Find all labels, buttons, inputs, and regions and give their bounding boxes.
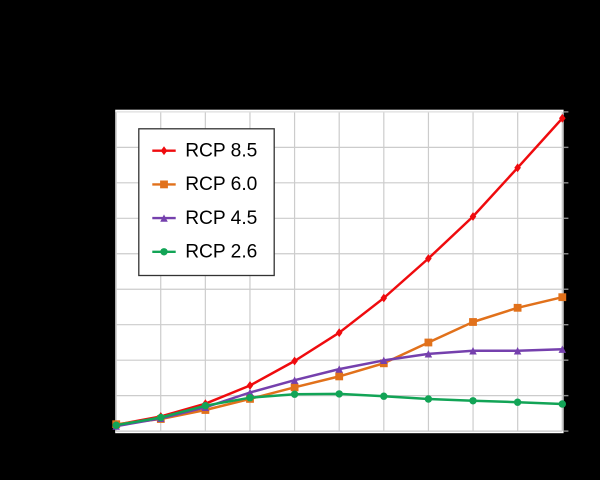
svg-text:RCP 2.6: RCP 2.6 bbox=[185, 242, 257, 263]
svg-text:RCP 8.5: RCP 8.5 bbox=[185, 141, 257, 162]
svg-text:RCP 6.0: RCP 6.0 bbox=[185, 174, 257, 195]
svg-text:RCP 4.5: RCP 4.5 bbox=[185, 208, 257, 229]
